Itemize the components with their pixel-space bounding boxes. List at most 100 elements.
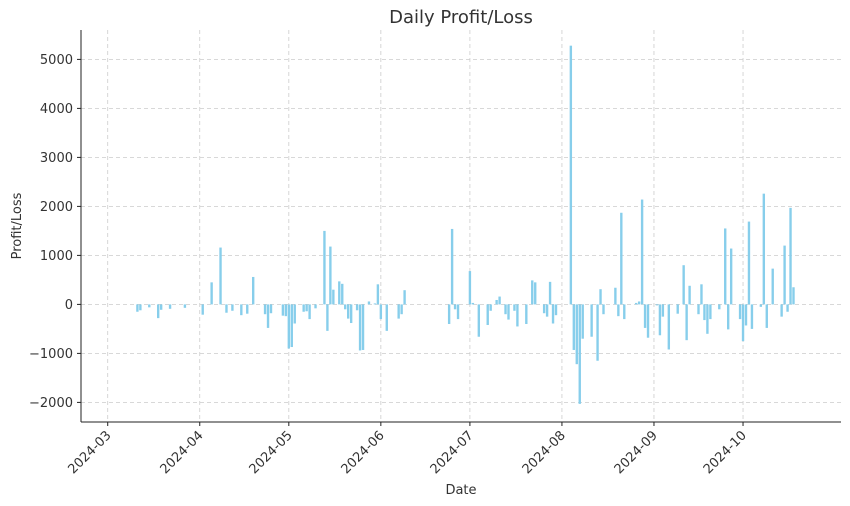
bar xyxy=(148,304,151,308)
bar xyxy=(358,304,362,351)
bar xyxy=(780,304,783,317)
bar xyxy=(534,282,537,305)
bar xyxy=(569,45,573,305)
bar xyxy=(741,304,745,342)
bar xyxy=(727,304,730,330)
bar xyxy=(655,304,659,306)
bar xyxy=(332,289,335,305)
bar xyxy=(643,304,647,328)
bar xyxy=(525,304,528,324)
bar xyxy=(599,289,602,305)
x-tick-label: 2024-07 xyxy=(428,428,477,477)
bar xyxy=(361,304,365,350)
bar xyxy=(504,304,507,315)
x-tick-label: 2024-04 xyxy=(158,428,207,477)
bar xyxy=(252,276,255,305)
bar xyxy=(447,304,451,324)
bar xyxy=(266,304,270,328)
x-tick-label: 2024-06 xyxy=(339,428,388,477)
bar xyxy=(531,280,534,305)
x-tick-label: 2024-08 xyxy=(520,428,569,477)
bar xyxy=(281,304,285,316)
bar xyxy=(385,304,388,331)
bar xyxy=(293,304,296,324)
bar xyxy=(709,304,712,320)
bar xyxy=(765,304,768,328)
y-tick-label: −1000 xyxy=(29,347,73,362)
bar xyxy=(471,302,475,305)
bar xyxy=(201,304,204,315)
bar xyxy=(554,304,558,316)
bar xyxy=(246,304,249,314)
bar xyxy=(759,304,763,307)
bar xyxy=(231,304,234,311)
bar xyxy=(620,212,623,305)
y-tick-label: 1000 xyxy=(40,249,73,264)
bar xyxy=(263,304,267,315)
bar xyxy=(507,304,510,320)
bar xyxy=(287,304,291,349)
bar xyxy=(729,248,733,305)
bar xyxy=(376,284,380,305)
bar xyxy=(640,199,644,305)
bar xyxy=(682,265,685,305)
bar xyxy=(210,282,213,305)
bar xyxy=(578,304,581,404)
bar xyxy=(367,301,371,305)
bar xyxy=(572,304,576,350)
bar xyxy=(498,296,501,305)
bar xyxy=(456,304,460,320)
bar xyxy=(453,304,457,310)
bar xyxy=(750,304,754,329)
bar xyxy=(168,304,172,309)
bar xyxy=(159,304,163,310)
y-tick-label: 3000 xyxy=(40,151,73,166)
bar xyxy=(379,304,383,320)
bar xyxy=(338,281,341,305)
bar xyxy=(373,303,377,305)
bars xyxy=(136,45,795,404)
bar xyxy=(269,304,273,314)
bar xyxy=(771,268,774,305)
bar xyxy=(355,304,359,311)
bar xyxy=(183,304,187,308)
chart-title: Daily Profit/Loss xyxy=(389,7,533,28)
y-tick-label: 5000 xyxy=(40,53,73,68)
bar xyxy=(783,245,786,305)
bar xyxy=(219,247,222,305)
bar xyxy=(513,304,516,311)
grid-lines xyxy=(81,30,841,422)
bar xyxy=(139,304,142,311)
bar xyxy=(762,193,766,305)
bar xyxy=(718,304,721,310)
x-tick-label: 2024-10 xyxy=(701,428,750,477)
bar xyxy=(305,304,308,312)
bar xyxy=(516,304,519,327)
bar xyxy=(646,304,650,338)
bar xyxy=(614,287,617,305)
bar xyxy=(323,230,326,305)
bar xyxy=(661,304,665,317)
bar xyxy=(596,304,599,361)
bar xyxy=(724,228,727,305)
bar xyxy=(637,301,641,305)
bar xyxy=(551,304,555,324)
bar xyxy=(341,283,344,305)
bar xyxy=(542,304,546,314)
bar xyxy=(344,304,347,310)
bar xyxy=(581,304,584,339)
bar xyxy=(290,304,293,348)
bar xyxy=(308,304,311,320)
bar xyxy=(347,304,350,319)
bar xyxy=(136,304,139,312)
bar xyxy=(489,304,492,311)
bar xyxy=(468,271,472,305)
bar xyxy=(157,304,160,319)
bar xyxy=(575,304,578,365)
bar xyxy=(495,299,498,305)
x-tick-label: 2024-03 xyxy=(66,428,115,477)
bar xyxy=(548,281,552,305)
bar xyxy=(623,304,626,320)
bar xyxy=(545,304,549,317)
